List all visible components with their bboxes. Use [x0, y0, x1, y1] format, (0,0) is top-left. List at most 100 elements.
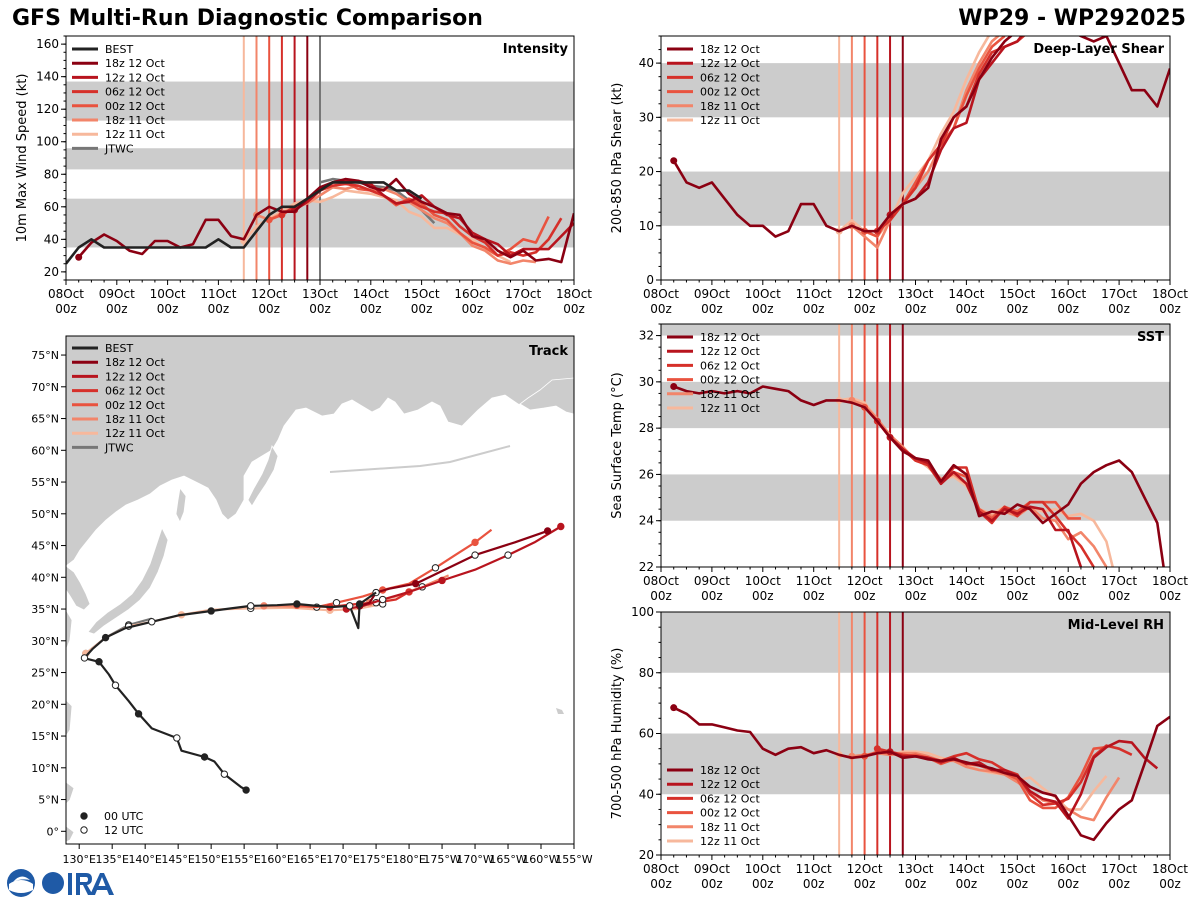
sst-ytick-label: 26: [639, 467, 654, 481]
track-ytick-label: 30°N: [31, 635, 59, 648]
rh-legend-label: 12z 12 Oct: [700, 778, 760, 791]
rh-legend-label: 18z 11 Oct: [700, 821, 760, 834]
track-xtick-label: 155°W: [555, 853, 592, 866]
track-ytick-label: 15°N: [31, 730, 59, 743]
track-point-best: [111, 681, 120, 689]
intensity-xtick-day: 11Oct: [200, 287, 236, 301]
track-panel: 0° 5°N 10°N 15°N 20°N 25°N 30°N 35°N 40°N 45°N 50°…: [31, 335, 593, 866]
rh-xtick-hour: 00z: [905, 877, 927, 891]
intensity-xtick-hour: 00z: [411, 302, 433, 316]
sst-xtick-day: 09Oct: [694, 574, 730, 588]
shear-xtick-hour: 00z: [854, 302, 876, 316]
track-xtick-label: 140°E: [128, 853, 161, 866]
sst-band-2: [661, 324, 1170, 336]
intensity-plot-area: [66, 36, 574, 280]
intensity-xtick-day: 10Oct: [150, 287, 186, 301]
rh-legend-label: 18z 12 Oct: [700, 764, 760, 777]
track-xtick-label: 175°W: [423, 853, 460, 866]
sst-xtick-day: 15Oct: [999, 574, 1035, 588]
track-point-best: [173, 734, 181, 742]
sst-xtick-day: 11Oct: [796, 574, 832, 588]
rh-xtick-hour: 00z: [650, 877, 672, 891]
intensity-ytick-label: 20: [44, 265, 59, 279]
track-frame: [65, 335, 575, 845]
alaska-landmass: [519, 377, 574, 415]
shear-ytick-label: 30: [639, 110, 654, 124]
shear-init-point-18z-12-oct: [670, 157, 678, 165]
philippine-islands: [66, 699, 75, 843]
shear-xtick-day: 14Oct: [948, 287, 984, 301]
track-ytick-label: 70°N: [31, 381, 59, 394]
track-ytick-label: 5°N: [38, 794, 59, 807]
sst-xtick-hour: 00z: [1057, 589, 1079, 603]
sst-xtick-hour: 00z: [1159, 589, 1181, 603]
track-legend-label: 06z 12 Oct: [105, 385, 165, 398]
shear-xtick-day: 17Oct: [1101, 287, 1137, 301]
sst-xtick-day: 14Oct: [948, 574, 984, 588]
track-ytick-label: 40°N: [31, 571, 59, 584]
rh-xtick-day: 08Oct: [643, 862, 679, 876]
track-point-18z-12-oct: [543, 527, 552, 535]
shear-ytick-label: 10: [639, 219, 654, 233]
track-xtick-label: 170°W: [456, 853, 493, 866]
intensity-xtick-day: 12Oct: [251, 287, 287, 301]
track-xtick-label: 165°E: [293, 853, 326, 866]
rh-ytick-label: 20: [639, 848, 654, 862]
intensity-xtick-hour: 00z: [55, 302, 77, 316]
rh-init-point-18z-12-oct: [670, 704, 678, 712]
shear-xtick-day: 13Oct: [897, 287, 933, 301]
sst-xtick-day: 12Oct: [847, 574, 883, 588]
track-point-best: [220, 770, 229, 778]
intensity-series-best: [66, 181, 423, 265]
track-point-best: [293, 600, 301, 608]
rh-xtick-hour: 00z: [1007, 877, 1029, 891]
rh-ytick-label: 100: [631, 605, 654, 619]
track-xtick-label: 130°E: [62, 853, 95, 866]
track-xtick-label: 170°E: [326, 853, 359, 866]
track-point-best: [101, 633, 110, 642]
shear-legend-label: 12z 12 Oct: [700, 57, 760, 70]
intensity-xtick-hour: 00z: [462, 302, 484, 316]
shear-legend-label: 06z 12 Oct: [700, 71, 760, 84]
sst-ytick-label: 28: [639, 421, 654, 435]
shear-xtick-day: 12Oct: [847, 287, 883, 301]
track-marker-legend-label: 00 UTC: [104, 810, 144, 823]
intensity-xtick-hour: 00z: [512, 302, 534, 316]
intensity-xtick-hour: 00z: [208, 302, 230, 316]
rh-legend-label: 06z 12 Oct: [700, 792, 760, 805]
shear-xtick-hour: 00z: [752, 302, 774, 316]
intensity-init-point-06z-12-oct: [278, 211, 286, 219]
track-title: Track: [529, 344, 568, 359]
track-xtick-label: 180°E: [392, 853, 425, 866]
sst-legend-label: 12z 11 Oct: [700, 402, 760, 415]
shear-xtick-day: 10Oct: [745, 287, 781, 301]
sst-band-1: [661, 381, 1170, 429]
track-series-18z-12-oct: [359, 529, 548, 607]
intensity-title: Intensity: [503, 42, 569, 57]
rh-xtick-hour: 00z: [1108, 877, 1130, 891]
cira-logo-globe: [42, 872, 64, 894]
shear-xtick-day: 16Oct: [1050, 287, 1086, 301]
rh-xtick-day: 18Oct: [1152, 862, 1188, 876]
cira-logo: [7, 869, 114, 897]
rh-xtick-day: 12Oct: [847, 862, 883, 876]
shear-panel: 01020304008Oct00z09Oct00z10Oct00z11Oct00…: [610, 35, 1188, 316]
rh-init-point-06z-12-oct: [873, 745, 881, 753]
intensity-xtick-day: 17Oct: [505, 287, 541, 301]
rh-xtick-hour: 00z: [956, 877, 978, 891]
track-series-best: [83, 591, 377, 791]
rh-ytick-label: 60: [639, 727, 654, 741]
rh-panel: 2040608010008Oct00z09Oct00z10Oct00z11Oct…: [610, 605, 1188, 891]
sst-legend-label: 12z 12 Oct: [700, 345, 760, 358]
rh-xtick-day: 17Oct: [1101, 862, 1137, 876]
rh-legend-label: 12z 11 Oct: [700, 835, 760, 848]
intensity-xtick-hour: 00z: [563, 302, 585, 316]
intensity-ytick-label: 40: [44, 232, 59, 246]
track-plot-area: [80, 522, 565, 794]
korea-peninsula: [66, 565, 91, 611]
intensity-legend-label: 12z 12 Oct: [105, 71, 165, 84]
track-point-best: [134, 710, 143, 718]
rh-xtick-hour: 00z: [1159, 877, 1181, 891]
aleutian-islands: [329, 445, 511, 473]
